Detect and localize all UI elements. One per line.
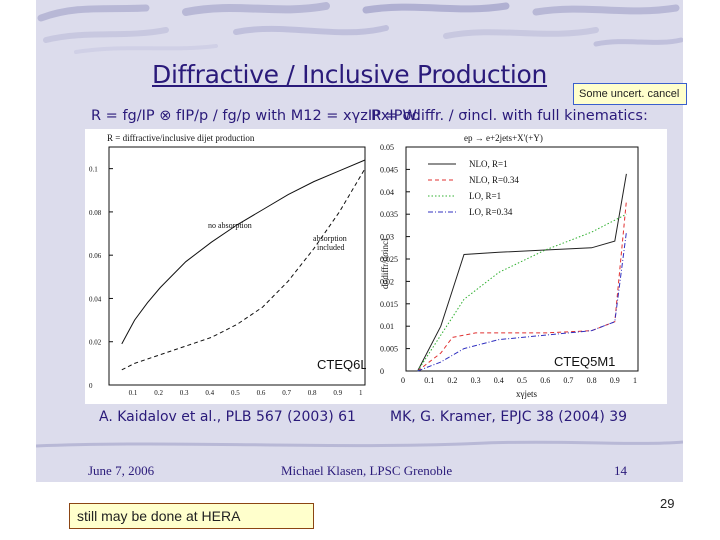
- chart-right-ytick-label: 0.01: [380, 322, 394, 331]
- chart-left-xtick-label: 0.8: [308, 389, 317, 397]
- chart-left-lines: [121, 159, 366, 371]
- chart-left-ytick-label: 0.1: [89, 166, 98, 174]
- chart-left-series-line: [121, 168, 366, 371]
- footer-band: [36, 440, 683, 448]
- chart-right-xtick-label: 0.6: [540, 376, 550, 385]
- chart-right-ylabel: dσdiffr/dσincl: [380, 238, 390, 289]
- footer-date: June 7, 2006: [88, 463, 155, 478]
- callout-top-note: Some uncert. cancel: [573, 83, 687, 105]
- chart-right-ytick-label: 0: [380, 367, 384, 376]
- chart-right-xtick-label: 0.3: [471, 376, 481, 385]
- chart-left: R = diffractive/inclusive dijet producti…: [89, 133, 384, 399]
- chart-right-ytick-label: 0.02: [380, 277, 394, 286]
- chart-left-xtick-label: 0.2: [154, 389, 163, 397]
- chart-left-pdf-label: CTEQ6L: [317, 357, 368, 372]
- chart-right-xtick-label: 0.2: [447, 376, 457, 385]
- page-number: 29: [660, 496, 675, 511]
- chart-right-xtick-label: 0.7: [563, 376, 573, 385]
- chart-right-ytick-label: 0.015: [380, 300, 398, 309]
- chart-right-ytick-label: 0.05: [380, 143, 394, 152]
- chart-left-xtick-label: 0.1: [129, 389, 138, 397]
- chart-right-xtick-label: 0: [401, 376, 405, 385]
- chart-right-xtick-label: 0.4: [494, 376, 504, 385]
- chart-right-lines: [417, 173, 627, 372]
- chart-right-ytick-label: 0.045: [380, 165, 398, 174]
- footer-slide-number: 14: [614, 463, 627, 478]
- plot-panel-right: 0 0.005 0.01 0.015 0.02 0.025 0.03 0.035 0.04 0.0…: [366, 129, 667, 404]
- chart-left-ytick-label: 0.08: [89, 209, 102, 217]
- chart-left-xtick-label: 1: [359, 389, 363, 397]
- chart-left-xtick-label: 0.7: [282, 389, 291, 397]
- chart-right-series-line: [417, 173, 627, 372]
- chart-right-yticks: 0 0.005 0.01 0.015 0.02 0.025 0.03 0.035 0.04 0.0…: [380, 143, 410, 376]
- chart-left-annotation-no-absorption: no absorption: [208, 221, 252, 230]
- chart-right-pdf-label: CTEQ5M1: [554, 354, 615, 369]
- chart-right-ytick-label: 0.035: [380, 210, 398, 219]
- slide-title: Diffractive / Inclusive Production: [152, 60, 548, 89]
- chart-right-legend: NLO, R=1 NLO, R=0.34 LO, R=1 LO, R=0.34: [428, 159, 519, 217]
- chart-left-xtick-label: 0.5: [231, 389, 240, 397]
- chart-right-ytick-label: 0.04: [380, 188, 394, 197]
- formula-right: R = σdiffr. / σincl. with full kinematic…: [371, 108, 648, 124]
- chart-left-xtick-label: 0.6: [257, 389, 266, 397]
- citation-right: MK, G. Kramer, EPJC 38 (2004) 39: [390, 409, 628, 425]
- chart-right-xtick-label: 0.1: [424, 376, 434, 385]
- chart-right-ytick-label: 0.005: [380, 345, 398, 354]
- chart-right-xticks: 0 0.1 0.2 0.3 0.4 0.5 0.6 0.7 0.8 0.9 1: [401, 376, 637, 385]
- chart-right-series-line: [417, 200, 627, 372]
- chart-left-xtick-label: 0.4: [205, 389, 214, 397]
- chart-right-ytick-label: 0.025: [380, 255, 398, 264]
- chart-right-series-line: [417, 232, 627, 372]
- chart-left-ytick-label: 0: [89, 382, 93, 390]
- callout-bottom-note: still may be done at HERA: [69, 503, 314, 529]
- chart-right-title: ep → e+2jets+X'(+Y): [464, 133, 543, 143]
- footer-author: Michael Klasen, LPSC Grenoble: [281, 463, 453, 478]
- chart-left-ytick-label: 0.04: [89, 295, 102, 303]
- decorative-swoosh-band: [36, 0, 683, 55]
- chart-left-frame: [108, 146, 366, 386]
- chart-left-xtick-label: 0.9: [333, 389, 342, 397]
- chart-right-legend-label: LO, R=0.34: [469, 207, 513, 217]
- chart-left-ytick-label: 0.06: [89, 252, 102, 260]
- chart-left-ytick-label: 0.02: [89, 339, 102, 347]
- citation-left: A. Kaidalov et al., PLB 567 (2003) 61: [99, 409, 356, 425]
- chart-left-annotation-absorption: absorption: [313, 234, 347, 243]
- chart-right-xtick-label: 0.5: [517, 376, 527, 385]
- chart-right-xtick-label: 1: [633, 376, 637, 385]
- chart-right-xtick-label: 0.9: [610, 376, 620, 385]
- chart-left-xticks: 0.1 0.2 0.3 0.4 0.5 0.6 0.7 0.8 0.9 1: [129, 389, 363, 397]
- chart-left-series-line: [121, 159, 366, 345]
- chart-left-annotation-included: included: [317, 243, 345, 252]
- chart-right-xtick-label: 0.8: [587, 376, 597, 385]
- chart-right-legend-label: NLO, R=0.34: [469, 175, 519, 185]
- chart-left-xtick-label: 0.3: [180, 389, 189, 397]
- chart-right-legend-label: NLO, R=1: [469, 159, 508, 169]
- chart-right-ytick-label: 0.03: [380, 233, 394, 242]
- chart-right-xlabel: xγjets: [516, 389, 537, 399]
- chart-left-title: R = diffractive/inclusive dijet producti…: [107, 133, 255, 143]
- chart-right-frame: [405, 146, 639, 372]
- plot-panel-left: R = diffractive/inclusive dijet producti…: [85, 129, 396, 404]
- chart-right-legend-label: LO, R=1: [469, 191, 501, 201]
- chart-left-yticks: 0 0.02 0.04 0.06 0.08 0.1: [89, 166, 113, 390]
- embedded-slide: Diffractive / Inclusive Production R = f…: [36, 0, 683, 482]
- formula-left: R = fg/IP ⊗ fIP/p / fg/p with M12 = xγzI…: [91, 108, 421, 124]
- chart-right: 0 0.005 0.01 0.015 0.02 0.025 0.03 0.035 0.04 0.0…: [380, 133, 639, 399]
- chart-right-series-line: [417, 213, 627, 372]
